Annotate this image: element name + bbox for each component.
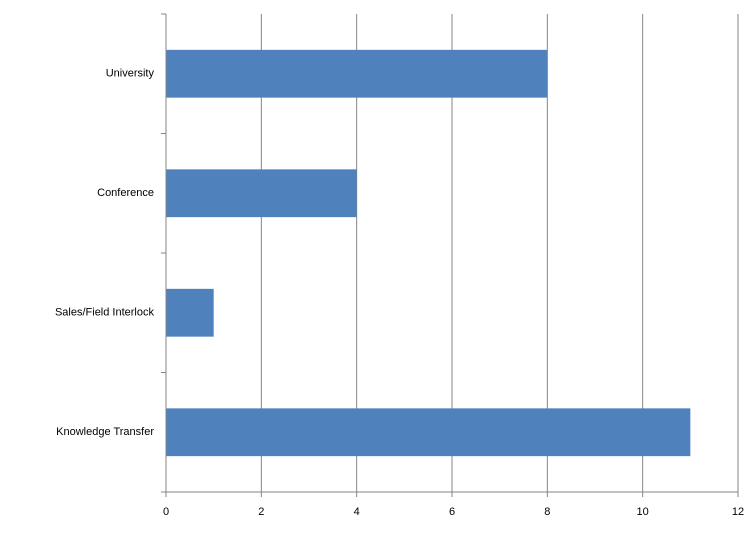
- x-tick-label: 4: [354, 506, 360, 518]
- x-tick-label: 2: [258, 506, 264, 518]
- x-tick-label: 6: [449, 506, 455, 518]
- x-tick-label: 8: [544, 506, 550, 518]
- y-tick-label: Sales/Field Interlock: [55, 307, 155, 319]
- bar: [166, 288, 214, 337]
- y-tick-label: University: [106, 68, 155, 80]
- x-tick-label: 12: [732, 506, 744, 518]
- x-tick-label: 10: [637, 506, 649, 518]
- bar: [166, 408, 691, 457]
- bar: [166, 49, 548, 98]
- y-tick-label: Knowledge Transfer: [56, 426, 154, 438]
- y-tick-label: Conference: [97, 187, 154, 199]
- bar: [166, 169, 357, 218]
- x-tick-label: 0: [163, 506, 169, 518]
